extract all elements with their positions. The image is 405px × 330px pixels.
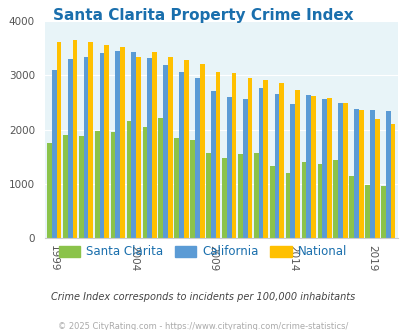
Bar [99, 53, 104, 238]
Bar [56, 42, 61, 238]
Bar [126, 121, 131, 238]
Bar [136, 57, 141, 238]
Bar [294, 90, 299, 238]
Bar [194, 78, 199, 238]
Bar [47, 143, 52, 238]
Bar [115, 51, 120, 238]
Bar [374, 119, 379, 238]
Bar [215, 72, 220, 238]
Bar [306, 95, 310, 238]
Bar [358, 110, 363, 238]
Bar [285, 173, 290, 238]
Bar [353, 109, 358, 238]
Bar [152, 52, 156, 238]
Bar [83, 57, 88, 238]
Bar [342, 103, 347, 238]
Bar [237, 154, 242, 238]
Text: Santa Clarita Property Crime Index: Santa Clarita Property Crime Index [53, 8, 352, 23]
Bar [199, 64, 204, 238]
Bar [147, 58, 152, 238]
Text: Crime Index corresponds to incidents per 100,000 inhabitants: Crime Index corresponds to incidents per… [51, 292, 354, 302]
Bar [279, 82, 284, 238]
Bar [111, 132, 115, 238]
Bar [63, 135, 68, 238]
Bar [258, 88, 263, 238]
Bar [317, 164, 322, 238]
Bar [333, 160, 337, 238]
Bar [310, 96, 315, 238]
Bar [269, 166, 274, 238]
Bar [348, 176, 353, 238]
Bar [364, 185, 369, 238]
Bar [131, 52, 136, 238]
Bar [326, 98, 331, 238]
Bar [88, 42, 93, 238]
Bar [301, 162, 306, 238]
Bar [104, 45, 109, 238]
Bar [174, 138, 179, 238]
Bar [168, 56, 172, 238]
Bar [242, 99, 247, 238]
Bar [322, 99, 326, 238]
Bar [211, 91, 215, 238]
Bar [253, 153, 258, 238]
Bar [68, 59, 72, 238]
Bar [206, 153, 211, 238]
Bar [337, 103, 342, 238]
Text: © 2025 CityRating.com - https://www.cityrating.com/crime-statistics/: © 2025 CityRating.com - https://www.city… [58, 322, 347, 330]
Bar [380, 186, 385, 238]
Bar [190, 140, 194, 238]
Bar [390, 123, 394, 238]
Bar [274, 94, 279, 238]
Bar [52, 70, 56, 238]
Bar [231, 73, 236, 238]
Bar [369, 110, 374, 238]
Bar [120, 47, 125, 238]
Bar [385, 111, 390, 238]
Bar [222, 158, 226, 238]
Bar [263, 80, 268, 238]
Bar [72, 40, 77, 238]
Bar [179, 72, 183, 238]
Bar [79, 136, 83, 238]
Bar [226, 97, 231, 238]
Bar [94, 131, 99, 238]
Bar [183, 60, 188, 238]
Bar [163, 65, 168, 238]
Bar [158, 117, 163, 238]
Bar [247, 78, 252, 238]
Bar [290, 104, 294, 238]
Legend: Santa Clarita, California, National: Santa Clarita, California, National [54, 241, 351, 263]
Bar [142, 127, 147, 238]
